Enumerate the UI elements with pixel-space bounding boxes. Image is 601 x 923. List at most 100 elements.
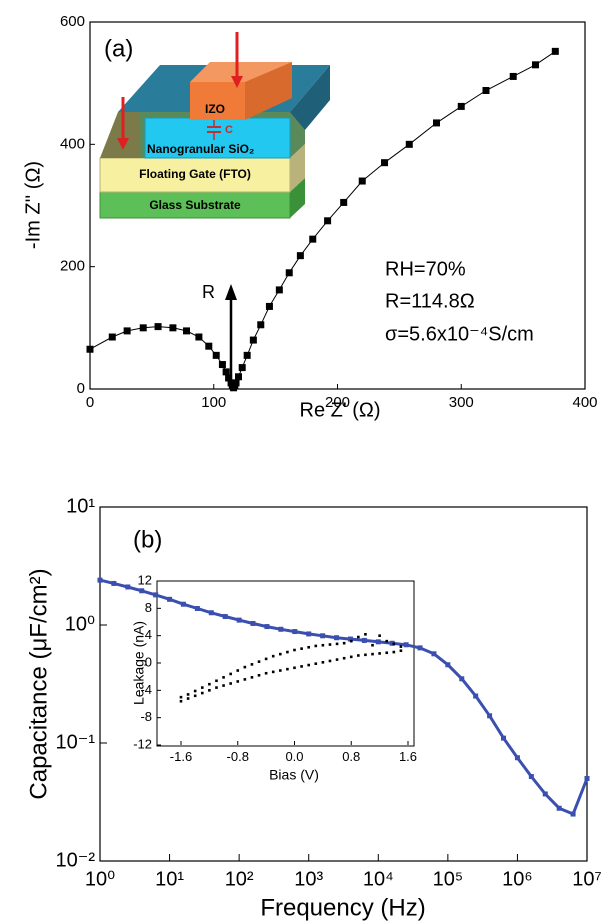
y-tick-label: 0 bbox=[77, 380, 85, 397]
marker bbox=[212, 351, 220, 359]
marker bbox=[257, 321, 265, 329]
marker bbox=[222, 676, 225, 679]
marker bbox=[349, 655, 353, 659]
diagram-label: Floating Gate (FTO) bbox=[139, 167, 251, 181]
marker bbox=[236, 617, 242, 623]
marker bbox=[457, 102, 465, 110]
marker bbox=[139, 324, 147, 332]
marker bbox=[243, 351, 251, 359]
marker bbox=[324, 217, 332, 225]
marker bbox=[381, 159, 389, 167]
x-tick-label: 10² bbox=[225, 868, 254, 890]
y-tick-label: -4 bbox=[140, 682, 152, 697]
x-tick-label: 10⁴ bbox=[363, 868, 394, 890]
marker bbox=[222, 368, 230, 376]
marker bbox=[154, 323, 162, 331]
marker bbox=[314, 662, 318, 665]
marker bbox=[183, 327, 191, 335]
x-tick-label: 10³ bbox=[294, 868, 323, 890]
y-tick-label: 10⁻² bbox=[56, 849, 96, 871]
y-tick-label: -12 bbox=[133, 736, 152, 751]
x-tick-label: 0 bbox=[86, 394, 94, 411]
marker bbox=[321, 661, 325, 664]
x-tick-label: 100 bbox=[201, 394, 226, 411]
marker bbox=[399, 649, 403, 652]
marker bbox=[257, 660, 261, 663]
marker bbox=[328, 643, 332, 646]
x-tick-label: -1.6 bbox=[170, 749, 192, 764]
marker bbox=[417, 645, 423, 651]
marker bbox=[208, 682, 211, 686]
marker bbox=[361, 637, 367, 643]
device-diagram: IZO C Nanogranular SiO₂ Floating Gate (F… bbox=[99, 32, 330, 219]
marker bbox=[205, 342, 213, 350]
marker bbox=[271, 654, 275, 658]
marker bbox=[286, 667, 289, 671]
x-tick-label: 10⁵ bbox=[433, 868, 464, 890]
panel-label: (a) bbox=[104, 35, 133, 62]
marker bbox=[431, 651, 437, 657]
marker bbox=[296, 252, 304, 260]
marker bbox=[487, 713, 493, 719]
y-tick-label: 0 bbox=[145, 654, 152, 669]
plot-frame bbox=[99, 506, 588, 862]
marker bbox=[264, 624, 270, 630]
marker bbox=[584, 776, 590, 782]
marker bbox=[375, 639, 381, 645]
marker bbox=[542, 791, 548, 797]
marker bbox=[307, 645, 310, 649]
marker bbox=[556, 805, 562, 811]
marker bbox=[364, 653, 367, 657]
marker bbox=[364, 633, 367, 636]
marker bbox=[271, 670, 275, 674]
x-axis-label: Re Z' (Ω) bbox=[300, 399, 381, 421]
arrow-head bbox=[225, 284, 237, 300]
marker bbox=[186, 693, 190, 696]
annotation: RH=70% bbox=[385, 258, 466, 280]
marker bbox=[208, 689, 211, 692]
marker bbox=[306, 631, 312, 637]
marker bbox=[249, 336, 257, 344]
marker bbox=[349, 639, 353, 643]
marker bbox=[229, 682, 232, 685]
marker bbox=[501, 735, 507, 741]
x-tick-label: 300 bbox=[449, 394, 474, 411]
marker bbox=[473, 693, 479, 699]
marker bbox=[200, 691, 204, 695]
marker bbox=[357, 654, 360, 657]
marker bbox=[179, 699, 183, 703]
marker bbox=[218, 361, 226, 369]
marker bbox=[167, 596, 173, 602]
marker bbox=[392, 642, 396, 646]
marker bbox=[293, 648, 296, 652]
marker bbox=[335, 642, 339, 646]
y-tick-label: 600 bbox=[60, 13, 85, 30]
marker bbox=[264, 657, 268, 661]
marker bbox=[194, 605, 200, 611]
marker bbox=[275, 286, 283, 294]
x-tick-label: 10¹ bbox=[155, 868, 184, 890]
marker bbox=[250, 676, 254, 679]
y-tick-label: 10¹ bbox=[66, 495, 95, 517]
marker bbox=[334, 635, 340, 641]
x-axis-label: Bias (V) bbox=[269, 767, 319, 783]
marker bbox=[169, 324, 177, 332]
marker bbox=[278, 626, 284, 632]
marker bbox=[392, 650, 396, 654]
marker bbox=[108, 333, 116, 341]
marker bbox=[335, 658, 339, 661]
marker bbox=[250, 663, 254, 666]
x-axis-label: Frequency (Hz) bbox=[260, 894, 425, 921]
marker bbox=[385, 639, 389, 643]
marker bbox=[257, 674, 261, 677]
marker bbox=[286, 650, 289, 654]
y-axis-label: Leakage (nA) bbox=[131, 621, 147, 705]
marker bbox=[389, 640, 395, 646]
marker bbox=[264, 671, 268, 675]
marker bbox=[551, 47, 559, 55]
marker bbox=[399, 645, 403, 648]
y-tick-label: 10⁻¹ bbox=[56, 731, 96, 753]
marker bbox=[250, 620, 256, 626]
marker bbox=[570, 811, 576, 817]
y-tick-label: 200 bbox=[60, 258, 85, 275]
